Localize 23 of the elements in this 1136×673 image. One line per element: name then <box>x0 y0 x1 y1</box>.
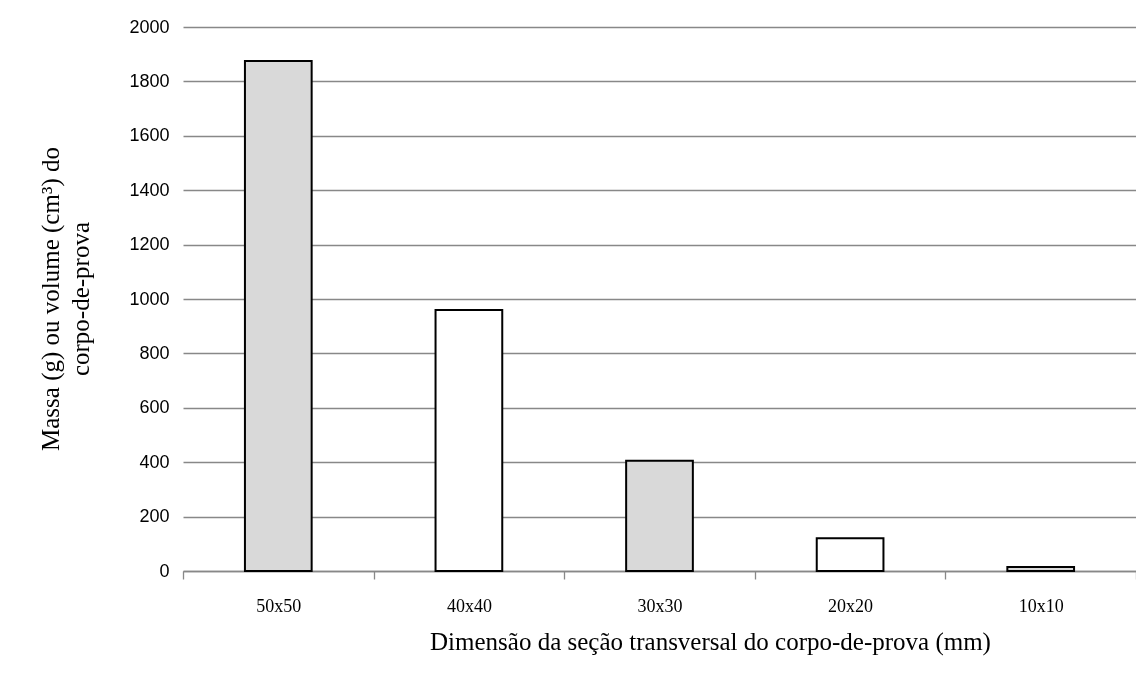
x-tick-label: 40x40 <box>446 595 492 616</box>
y-tick-label: 1200 <box>129 234 170 255</box>
y-tick-label: 0 <box>159 560 170 581</box>
bar <box>1006 565 1076 572</box>
x-tick-label: 20x20 <box>828 595 874 616</box>
bar <box>815 537 885 572</box>
x-tick-label: 10x10 <box>1018 595 1064 616</box>
y-tick-label: 200 <box>139 506 170 527</box>
y-tick-label: 400 <box>139 451 170 472</box>
y-tick-label: 2000 <box>129 16 170 37</box>
x-axis-title: Dimensão da seção transversal do corpo-de-prova (mm) <box>430 627 991 656</box>
y-tick-label: 600 <box>139 397 170 418</box>
y-tick-label: 800 <box>139 342 170 363</box>
x-tick-label: 30x30 <box>637 595 683 616</box>
bar <box>625 459 694 572</box>
y-tick-label: 1600 <box>129 125 170 146</box>
y-tick-label: 1400 <box>129 179 170 200</box>
bar <box>243 60 313 572</box>
y-tick-label: 1000 <box>129 288 170 309</box>
y-axis-title: Massa (g) ou volume (cm³) do corpo-de-prova <box>37 147 94 451</box>
x-tick-label: 50x50 <box>256 595 302 616</box>
y-tick-label: 1800 <box>129 70 170 91</box>
bar <box>434 308 504 572</box>
